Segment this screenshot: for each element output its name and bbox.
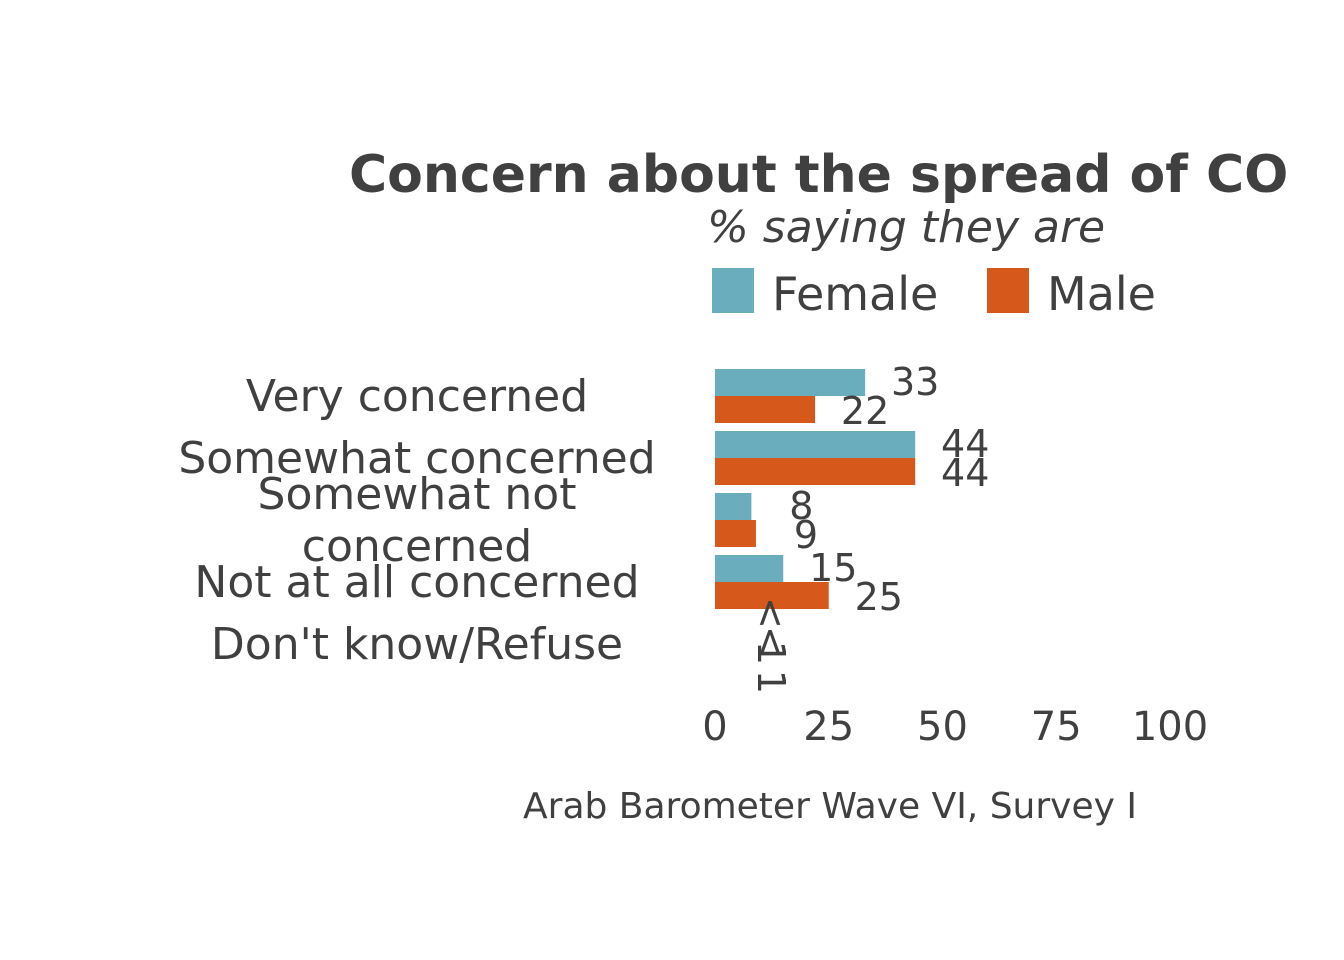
category-label: Very concerned bbox=[246, 371, 588, 422]
data-label-male: 9 bbox=[794, 513, 818, 557]
data-label-male: 44 bbox=[941, 451, 989, 495]
legend-label-female: Female bbox=[772, 267, 938, 321]
x-tick-label: 100 bbox=[1132, 704, 1208, 750]
data-label-female: 33 bbox=[891, 360, 939, 404]
chart-subtitle: % saying they are bbox=[707, 202, 1105, 253]
category-labels: Very concerned Somewhat concernedSomewhat… bbox=[178, 371, 655, 670]
bar-female bbox=[715, 493, 752, 520]
data-label-male: 22 bbox=[841, 389, 889, 433]
legend-swatch-male bbox=[987, 268, 1029, 313]
x-tick-label: 75 bbox=[1031, 704, 1082, 750]
bar-male bbox=[715, 582, 829, 609]
data-label-female: < 1 bbox=[749, 597, 793, 665]
x-tick-label: 0 bbox=[702, 704, 727, 750]
chart-title: Concern about the spread of CO bbox=[349, 145, 1288, 205]
bar-female bbox=[715, 431, 916, 458]
legend-label-male: Male bbox=[1047, 267, 1156, 321]
bar-female bbox=[715, 555, 784, 582]
data-label-male: 25 bbox=[855, 575, 903, 619]
bar-male bbox=[715, 396, 816, 423]
data-label-female: 8 bbox=[789, 484, 813, 528]
bars bbox=[715, 369, 916, 609]
category-label: Somewhat not bbox=[258, 469, 577, 520]
bar-male bbox=[715, 458, 916, 485]
bar-female bbox=[715, 369, 866, 396]
x-tick-label: 25 bbox=[803, 704, 854, 750]
bar-male bbox=[715, 520, 756, 547]
category-label: Don't know/Refuse bbox=[211, 619, 623, 670]
category-label: concerned bbox=[302, 521, 532, 572]
category-label: Somewhat concerned bbox=[178, 433, 655, 484]
data-label-male: < 1 bbox=[749, 626, 793, 694]
legend-swatch-female bbox=[712, 268, 754, 313]
chart-caption: Arab Barometer Wave VI, Survey I bbox=[523, 786, 1137, 827]
x-axis-ticks: 0 25 50 75 100 bbox=[702, 704, 1208, 750]
x-tick-label: 50 bbox=[917, 704, 968, 750]
data-label-female: 44 bbox=[941, 422, 989, 466]
category-label: Not at all concerned bbox=[194, 557, 639, 608]
data-label-female: 15 bbox=[809, 546, 857, 590]
legend: Female Male bbox=[712, 267, 1156, 321]
